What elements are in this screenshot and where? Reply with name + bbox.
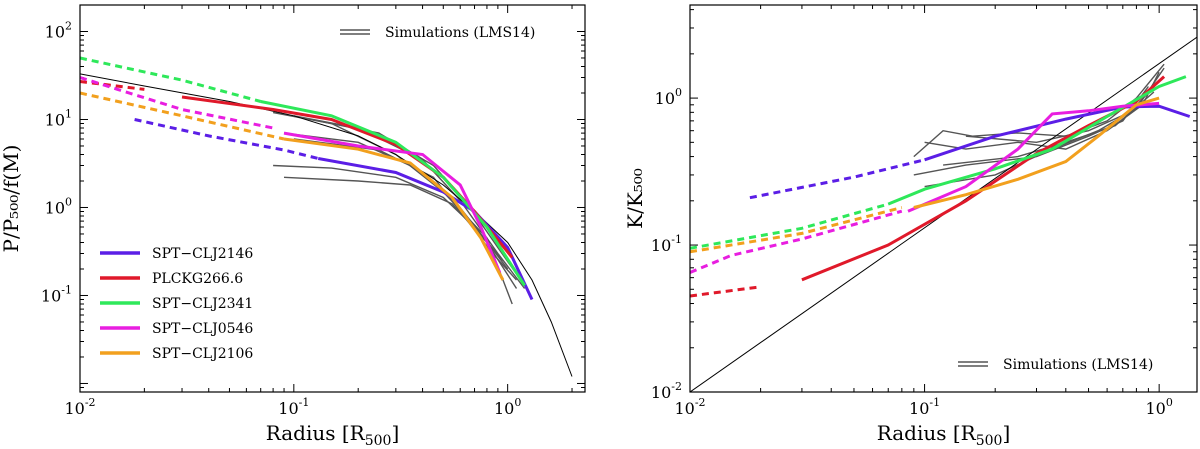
y-axis-label: P/P₅₀₀/f(M) xyxy=(0,145,23,253)
legend-label-spt-clj2106: SPT−CLJ2106 xyxy=(152,346,253,362)
y-tick-label: 10-1 xyxy=(651,233,682,255)
series-dashed-spt-clj2146 xyxy=(749,158,925,200)
series-dashed-spt-clj0546 xyxy=(80,76,274,130)
simulation-legend: Simulations (LMS14) xyxy=(340,25,535,41)
x-tick-label: 100 xyxy=(494,396,521,418)
series-dashed-spt-clj2341 xyxy=(80,56,262,103)
simulation-line xyxy=(913,63,1165,158)
x-axis-label: Radius [R500] xyxy=(266,421,400,449)
series-solid-spt-clj2106 xyxy=(913,96,1160,209)
series-legend: SPT−CLJ2146 PLCKG266.6 SPT−CLJ2341 SPT−CLJ0… xyxy=(100,246,253,362)
plot-area xyxy=(690,36,1197,392)
series-dashed-spt-clj2106 xyxy=(690,206,903,254)
series-solid-spt-clj2341 xyxy=(260,100,526,287)
plot-frame xyxy=(689,4,1198,393)
simulation-legend: Simulations (LMS14) xyxy=(958,357,1153,373)
legend-label-spt-clj2341: SPT−CLJ2341 xyxy=(152,296,253,312)
legend-label-spt-clj2146: SPT−CLJ2146 xyxy=(152,246,253,262)
simulation-line xyxy=(943,91,1155,166)
simulation-line xyxy=(273,164,504,261)
legend-label-plckg266-6: PLCKG266.6 xyxy=(152,271,243,287)
pressure-profile-panel: 10-2 10-1 100 10-1 100 101 102 SPT−CLJ2146 PLCKG… xyxy=(0,4,586,449)
series-dashed-spt-clj2106 xyxy=(80,91,285,141)
plot-area xyxy=(80,56,573,377)
series-solid-spt-clj0546 xyxy=(907,101,1160,213)
series-dashed-plckg266-6 xyxy=(80,80,145,91)
simulation-line xyxy=(924,71,1160,150)
x-axis-label: Radius [R500] xyxy=(877,421,1011,449)
series-dashed-spt-clj2341 xyxy=(690,202,889,250)
x-tick-label: 100 xyxy=(1145,396,1172,418)
series-solid-spt-clj2106 xyxy=(283,137,505,281)
y-tick-label: 10-1 xyxy=(41,283,72,305)
series-solid-spt-clj2341 xyxy=(887,75,1187,206)
y-axis-label: K/K₅₀₀ xyxy=(623,168,647,229)
tick-marks xyxy=(689,5,1197,393)
simulation-line xyxy=(924,67,1165,188)
series-solid-spt-clj2146 xyxy=(924,104,1191,162)
x-tick-label: 10-2 xyxy=(64,396,95,418)
series-solid-spt-clj0546 xyxy=(283,131,502,274)
series-dashed-spt-clj0546 xyxy=(690,209,903,274)
x-tick-label: 10-1 xyxy=(278,396,309,418)
plot-frame xyxy=(79,4,586,393)
y-tick-label: 100 xyxy=(655,86,682,108)
series-dashed-spt-clj2146 xyxy=(134,118,319,160)
series-dashed-plckg266-6 xyxy=(690,285,761,298)
y-tick-label: 102 xyxy=(45,19,72,41)
x-tick-label: 10-1 xyxy=(909,396,940,418)
simulation-line xyxy=(283,132,509,270)
y-tick-label: 10-2 xyxy=(651,380,682,402)
legend-label-spt-clj0546: SPT−CLJ0546 xyxy=(152,321,253,337)
y-tick-label: 101 xyxy=(45,107,72,129)
y-tick-label: 100 xyxy=(45,195,72,217)
simulation-line xyxy=(913,86,1149,176)
entropy-profile-panel: 10-2 10-1 100 10-2 10-1 100 Simulations (LMS14… xyxy=(623,4,1198,449)
simulation-legend-label: Simulations (LMS14) xyxy=(385,25,535,41)
simulation-line xyxy=(965,80,1160,144)
series-solid-spt-clj2146 xyxy=(317,157,534,301)
x-tick-label: 10-2 xyxy=(674,396,705,418)
simulation-legend-label: Simulations (LMS14) xyxy=(1003,357,1153,373)
